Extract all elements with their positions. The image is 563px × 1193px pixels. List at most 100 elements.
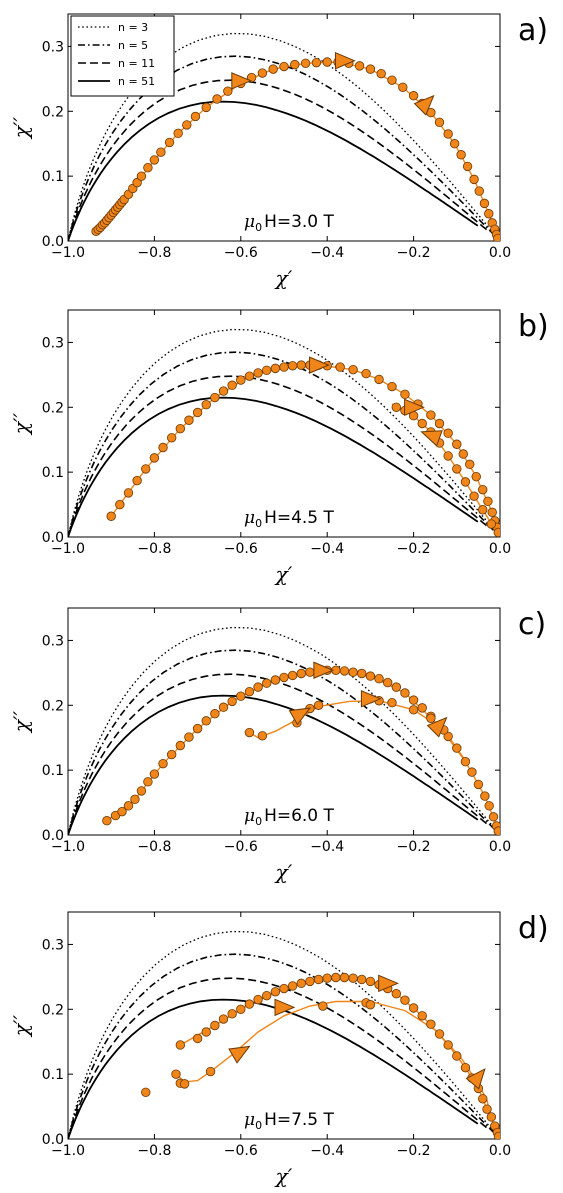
data-point (218, 1014, 229, 1024)
data-point (391, 989, 402, 999)
direction-arrow (360, 690, 382, 708)
data-point (387, 381, 397, 392)
data-point (322, 973, 332, 983)
data-point (478, 505, 488, 515)
data-point (117, 806, 127, 817)
data-point (467, 767, 477, 777)
data-point (130, 794, 140, 805)
series-line-solid (68, 100, 479, 241)
field-annotation: μ0 H=7.5 T (244, 1110, 335, 1132)
data-point (184, 732, 194, 742)
data-point (244, 999, 255, 1009)
plot-area (68, 328, 500, 537)
x-axis-label: χ′ (274, 266, 293, 290)
direction-arrow (404, 398, 425, 417)
data-point (210, 392, 220, 403)
x-tick-label: −0.8 (137, 245, 171, 261)
legend-box (70, 15, 175, 97)
data-point (143, 777, 153, 787)
data-point (205, 1066, 216, 1077)
data-point (374, 374, 384, 385)
data-point (236, 691, 246, 701)
data-point (417, 1011, 427, 1021)
y-tick-label: 0.3 (42, 335, 64, 351)
field-annotation: μ0 H=6.0 T (244, 806, 335, 828)
data-point (106, 511, 116, 521)
data-point (408, 695, 419, 705)
data-point (262, 990, 272, 1001)
x-tick-label: −0.8 (137, 541, 171, 557)
x-tick-label: 0.0 (489, 541, 511, 557)
data-point (339, 666, 350, 676)
data-point (400, 995, 410, 1005)
x-tick-label: −0.2 (397, 839, 431, 855)
data-point (478, 484, 488, 495)
field-annotation: μ0 H=3.0 T (244, 212, 335, 234)
data-point (132, 475, 142, 486)
y-tick-label: 0.3 (42, 937, 64, 953)
x-tick-label: 0.0 (489, 1143, 511, 1159)
data-point (201, 102, 211, 113)
data-point (253, 368, 263, 378)
data-point (387, 697, 397, 708)
data-point (244, 727, 255, 738)
data-point (270, 987, 281, 997)
data-point (335, 362, 345, 372)
direction-arrow (288, 707, 312, 726)
data-point (469, 174, 479, 185)
data-point (141, 1087, 151, 1098)
y-tick-label: 0.1 (42, 465, 64, 481)
data-point (279, 672, 289, 683)
data-point (279, 61, 289, 72)
plot-frame (67, 607, 501, 836)
data-point (313, 974, 324, 985)
data-point (227, 696, 237, 707)
plot-frame (67, 13, 501, 242)
panel-a: −1.0 −0.8 −0.6 −0.4 −0.2 0.0 0.0 0.1 0.2 0.3 χ′ χ′′… (9, 13, 548, 290)
legend-label: n = 11 (118, 57, 155, 70)
data-point (456, 150, 466, 160)
data-point (331, 972, 341, 983)
series-line-solid (68, 998, 479, 1139)
data-point (452, 464, 462, 474)
data-point (287, 981, 298, 991)
direction-arrow (231, 72, 253, 90)
data-point (322, 57, 332, 67)
data-point (123, 801, 134, 811)
data-point (102, 816, 112, 826)
data-point (357, 668, 367, 679)
data-point (175, 1040, 186, 1050)
data-point (426, 1019, 436, 1029)
data-point (400, 688, 410, 698)
direction-arrow (228, 1045, 251, 1064)
data-point (300, 58, 311, 68)
direction-arrow (334, 51, 356, 70)
data-point (210, 1020, 220, 1031)
legend: n = 3 n = 5 n = 11 n = 51 (70, 15, 175, 97)
plot-area (68, 32, 500, 241)
x-tick-label: −0.8 (137, 1143, 171, 1159)
data-point (426, 410, 436, 420)
data-point (493, 826, 500, 835)
data-point (190, 111, 201, 122)
data-point (192, 723, 203, 734)
x-axis-label: χ′ (274, 860, 293, 884)
data-point (164, 137, 175, 148)
data-point (484, 209, 494, 219)
y-tick-label: 0.1 (42, 763, 64, 779)
data-point (462, 161, 473, 172)
data-point (305, 667, 315, 677)
data-point (374, 673, 384, 684)
x-tick-label: −0.4 (310, 541, 344, 557)
direction-arrow (313, 661, 335, 680)
x-axis-label: χ′ (274, 562, 293, 586)
x-tick-label: −0.6 (224, 839, 258, 855)
panel-label: c) (518, 607, 546, 642)
direction-arrow (465, 1068, 486, 1090)
data-point (465, 459, 475, 470)
direction-arrow (426, 716, 448, 738)
data-point (382, 677, 393, 688)
direction-arrow (378, 974, 399, 993)
data-point (182, 120, 192, 130)
